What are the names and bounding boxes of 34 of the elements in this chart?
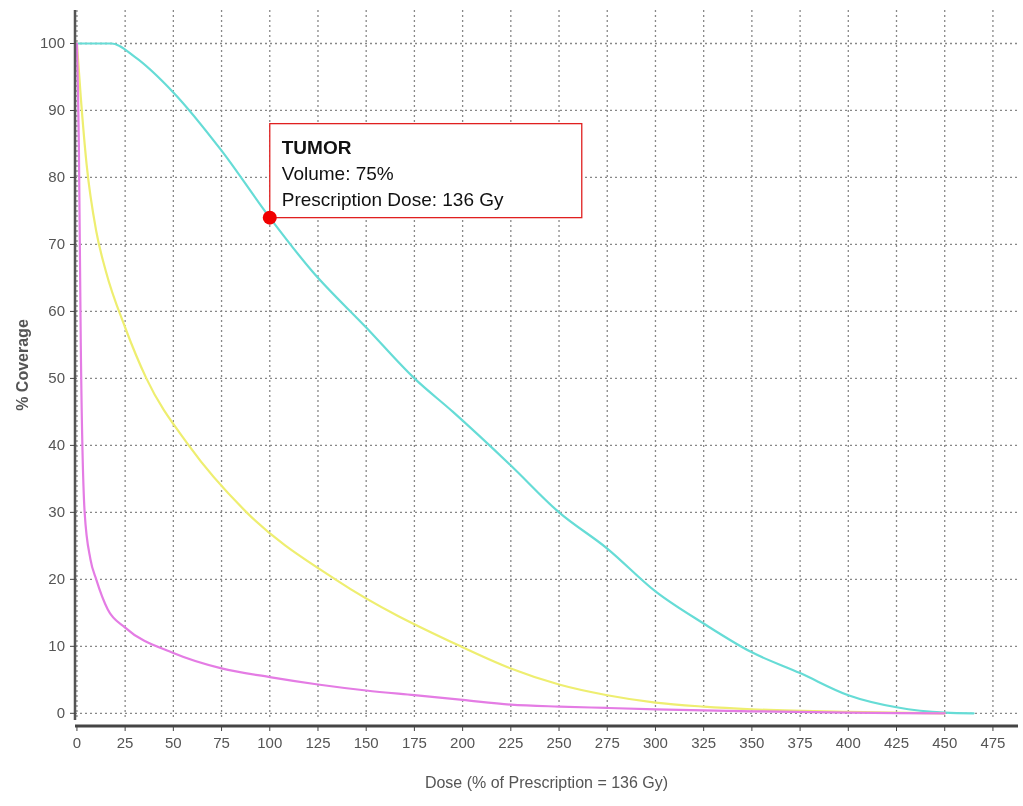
- y-tick-label: 100: [39, 34, 65, 52]
- x-tick-label: 175: [401, 734, 427, 751]
- x-tick-label: 75: [213, 734, 230, 751]
- x-axis-title: Dose (% of Prescription = 136 Gy): [424, 774, 669, 791]
- y-tick-label: 40: [48, 436, 65, 454]
- x-tick-label: 300: [642, 734, 668, 751]
- y-tick-label: 80: [48, 168, 65, 186]
- x-tick-label: 125: [305, 734, 331, 751]
- y-tick-label: 70: [48, 235, 65, 253]
- x-tick-label: 275: [594, 734, 620, 751]
- y-axis-title: % Coverage: [14, 319, 31, 411]
- y-tick-label: 30: [48, 503, 65, 521]
- x-tick-label: 450: [932, 734, 958, 751]
- x-tick-label: 400: [835, 734, 861, 751]
- y-tick-label: 50: [48, 369, 65, 387]
- x-tick-label: 225: [498, 734, 524, 751]
- y-tick-label: 90: [48, 101, 65, 119]
- x-tick-label: 0: [72, 734, 82, 751]
- x-tick-label: 475: [980, 734, 1006, 751]
- annotation: TUMOR Volume: 75% Prescription Dose: 136 Gy: [281, 136, 505, 210]
- x-tick-label: 200: [450, 734, 476, 751]
- x-tick-label: 50: [165, 734, 182, 751]
- x-tick-label: 375: [787, 734, 813, 751]
- x-tick-label: 25: [116, 734, 134, 751]
- x-tick-label: 150: [353, 734, 379, 751]
- x-tick-label: 350: [739, 734, 765, 751]
- y-tick-label: 0: [56, 704, 65, 722]
- y-tick-label: 10: [48, 637, 65, 655]
- x-tick-label: 325: [691, 734, 717, 751]
- y-tick-label: 60: [48, 302, 65, 320]
- x-tick-label: 100: [257, 734, 283, 751]
- y-tick-label: 20: [48, 570, 65, 588]
- x-tick-label: 425: [883, 734, 910, 751]
- x-tick-label: 250: [546, 734, 572, 751]
